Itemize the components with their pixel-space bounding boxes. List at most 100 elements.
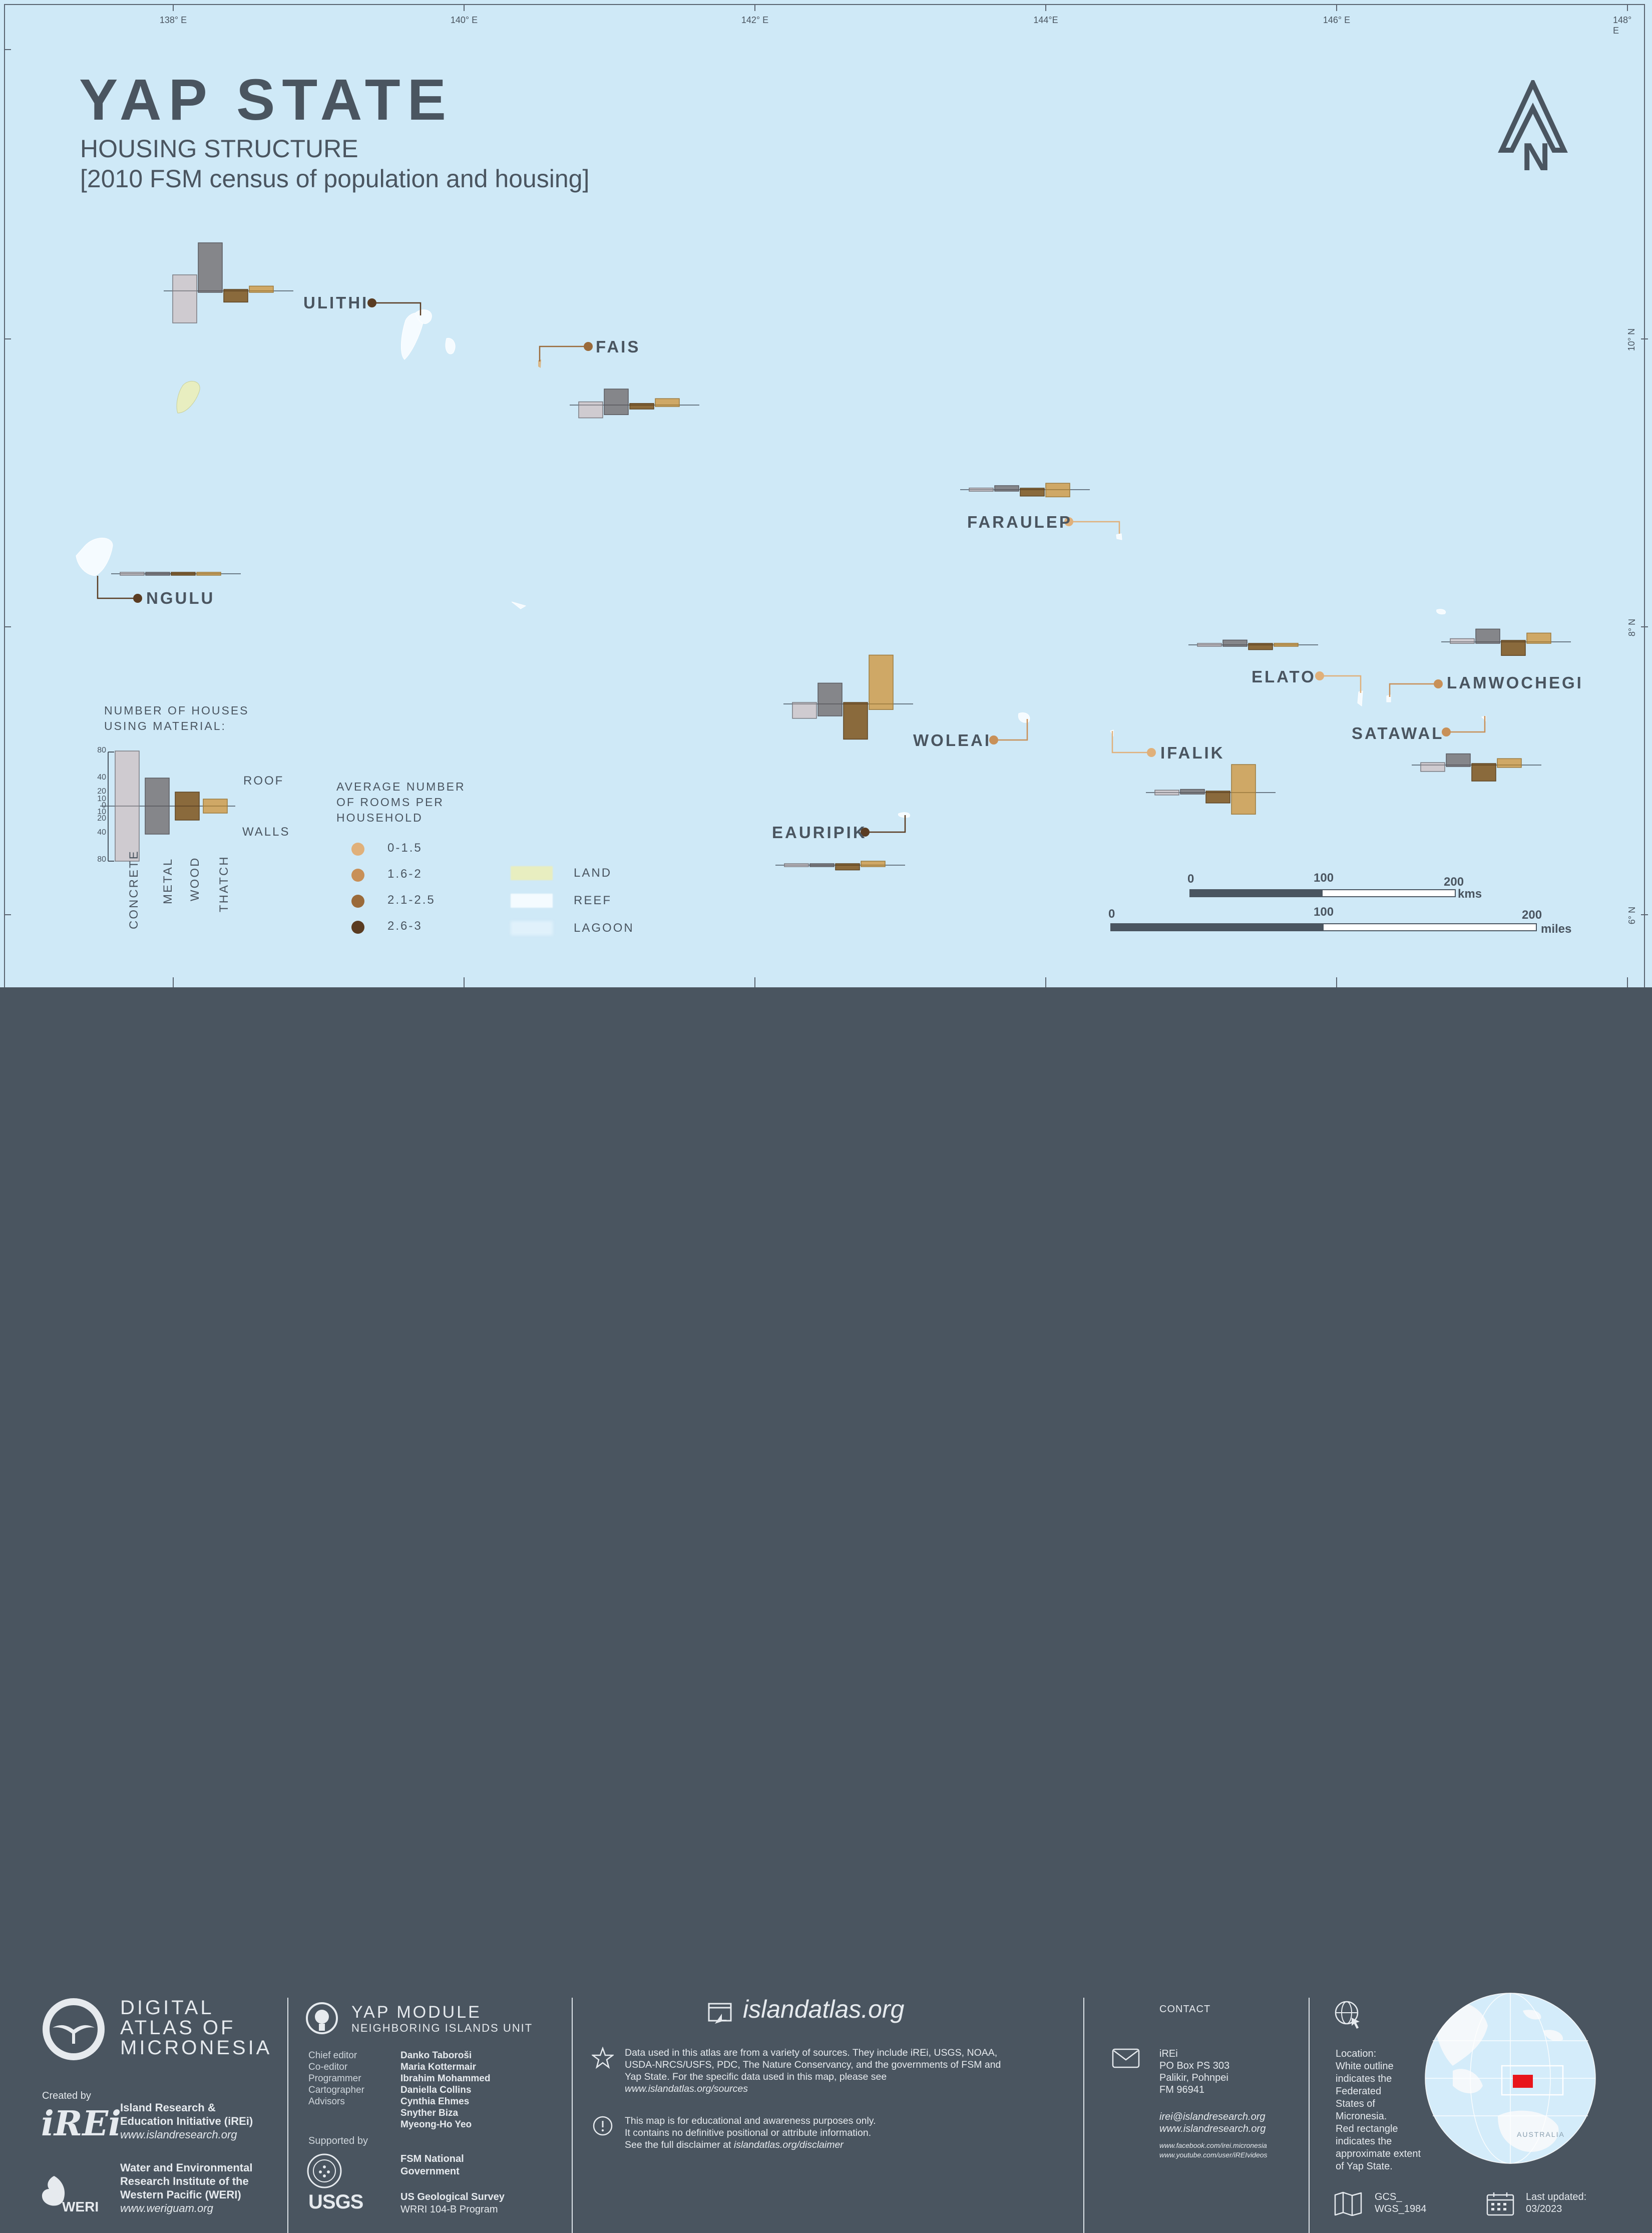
scale-miles-max: 200 bbox=[1522, 908, 1542, 922]
ifalik-concrete-walls-bar bbox=[1154, 792, 1179, 796]
legend-rooms-title-line: AVERAGE NUMBER bbox=[336, 780, 466, 793]
longitude-label: 144°E bbox=[1033, 15, 1058, 25]
facebook-link[interactable]: www.facebook.com/irei.micronesia bbox=[1159, 2141, 1267, 2149]
rooms-dot-woleai bbox=[989, 735, 998, 745]
ngulu-metal-walls-bar bbox=[145, 573, 170, 576]
scale-miles-zero: 0 bbox=[1108, 907, 1115, 921]
rooms-dot-satawal bbox=[1442, 727, 1451, 736]
elato-reef bbox=[1357, 690, 1363, 706]
location-line: indicates the bbox=[1336, 2073, 1392, 2084]
leader-line-ifalik bbox=[1111, 731, 1151, 754]
ngulu-wood-walls-bar bbox=[171, 573, 196, 576]
last-updated: Last updated: 03/2023 bbox=[1526, 2191, 1586, 2215]
faraulep-thatch-roof-bar bbox=[1045, 483, 1070, 490]
leader-line-ngulu bbox=[97, 576, 138, 599]
faraulep-thatch-walls-bar bbox=[1045, 489, 1070, 498]
lon-tick bbox=[754, 977, 755, 987]
faraulep-wood-walls-bar bbox=[1020, 489, 1045, 497]
axis-tick-label: 80 bbox=[97, 855, 106, 864]
atlas-logo-icon bbox=[43, 1998, 105, 2060]
legend-material-chart bbox=[100, 751, 235, 862]
leader-line-faraulep bbox=[1069, 521, 1120, 534]
faraulep-concrete-walls-bar bbox=[969, 489, 994, 492]
projection-text: GCS_ WGS_1984 bbox=[1375, 2191, 1426, 2215]
legend-wood-walls-bar bbox=[175, 806, 200, 821]
rooms-dot-lamwochegi bbox=[1434, 679, 1443, 688]
irei-url[interactable]: www.islandresearch.org bbox=[120, 2128, 237, 2141]
map-title: YAP STATE bbox=[79, 67, 454, 132]
credit-person: Danko Taboroši bbox=[400, 2050, 472, 2061]
rooms-dot-eauripik bbox=[861, 828, 870, 837]
legend-room-class-label: 2.6-3 bbox=[387, 919, 423, 933]
lon-tick bbox=[173, 4, 174, 11]
satawal-metal-roof-bar bbox=[1446, 753, 1471, 766]
legend-rooms-title-line: HOUSEHOLD bbox=[336, 811, 423, 824]
leader-line-fais bbox=[539, 345, 588, 361]
fais-thatch-walls-bar bbox=[655, 405, 680, 407]
disclaimer-line: See the full disclaimer at bbox=[625, 2139, 734, 2150]
legend-thatch-roof-bar bbox=[203, 799, 228, 807]
legend-walls-label: WALLS bbox=[242, 825, 290, 839]
data-sources-note: Data used in this atlas are from a varie… bbox=[625, 2047, 1001, 2095]
eauripik-wood-walls-bar bbox=[835, 865, 860, 871]
map-projection-icon bbox=[1334, 2191, 1362, 2216]
bar-chart-ifalik bbox=[1146, 764, 1276, 815]
longitude-label: 138° E bbox=[159, 15, 187, 25]
legend-metal-roof-bar bbox=[145, 778, 170, 807]
satawal-metal-walls-bar bbox=[1446, 765, 1471, 767]
star-icon bbox=[592, 2047, 614, 2069]
island-label-ngulu: NGULU bbox=[146, 589, 215, 607]
leader-line-lamwochegi bbox=[1389, 683, 1438, 697]
footer-divider bbox=[1309, 1998, 1310, 2233]
rooms-dot-ngulu bbox=[133, 594, 142, 603]
elato-metal-walls-bar bbox=[1222, 644, 1248, 647]
legend-land-label: LAND bbox=[574, 866, 612, 880]
island-label-ifalik: IFALIK bbox=[1160, 743, 1225, 762]
leader-line-elato bbox=[1320, 675, 1362, 693]
lon-tick bbox=[1336, 4, 1337, 11]
weri-url[interactable]: www.weriguam.org bbox=[120, 2202, 213, 2214]
yap-island bbox=[176, 381, 200, 414]
legend-room-dot bbox=[351, 921, 364, 934]
fsm-seal-icon bbox=[307, 2153, 342, 2188]
credit-person: Daniella Collins bbox=[400, 2085, 472, 2095]
footer-divider bbox=[1083, 1998, 1084, 2233]
lamwochegi-concrete-walls-bar bbox=[1450, 641, 1475, 644]
social-links: www.facebook.com/irei.micronesia www.you… bbox=[1159, 2141, 1268, 2160]
legend-room-class-label: 0-1.5 bbox=[387, 841, 423, 855]
bar-chart-ngulu bbox=[111, 572, 241, 576]
website-link[interactable]: islandatlas.org bbox=[743, 1995, 905, 2023]
lat-tick bbox=[4, 49, 11, 50]
youtube-link[interactable]: www.youtube.com/user/iREIvideos bbox=[1159, 2151, 1268, 2159]
ngulu-islet bbox=[511, 601, 527, 609]
elato-concrete-walls-bar bbox=[1197, 644, 1222, 647]
bar-chart-satawal bbox=[1412, 753, 1541, 782]
woleai-concrete-walls-bar bbox=[792, 703, 817, 719]
legend-room-class-label: 1.6-2 bbox=[387, 867, 423, 881]
mail-icon bbox=[1112, 2048, 1140, 2068]
faraulep-metal-walls-bar bbox=[994, 489, 1019, 492]
supported-by-label: Supported by bbox=[308, 2135, 368, 2146]
axis-tick-label: 20 bbox=[97, 787, 106, 796]
contact-email-link[interactable]: irei@islandresearch.org bbox=[1159, 2111, 1266, 2122]
rooms-dot-faraulep bbox=[1064, 517, 1073, 526]
woleai-metal-roof-bar bbox=[817, 682, 843, 704]
credit-person: Myeong-Ho Yeo bbox=[400, 2119, 472, 2130]
location-line: of Yap State. bbox=[1336, 2161, 1393, 2172]
longitude-label: 148° E bbox=[1613, 15, 1632, 36]
contact-web-link[interactable]: www.islandresearch.org bbox=[1159, 2123, 1266, 2134]
longitude-label: 142° E bbox=[741, 15, 769, 25]
rooms-dot-elato bbox=[1315, 671, 1324, 680]
axis-tick-label: 80 bbox=[97, 746, 106, 755]
irei-logo: iREi bbox=[41, 2104, 122, 2144]
scale-miles-unit: miles bbox=[1541, 922, 1572, 936]
contact-line: iREi bbox=[1159, 2048, 1178, 2059]
ngulu-thatch-walls-bar bbox=[196, 573, 221, 576]
scale-km-zero: 0 bbox=[1187, 872, 1194, 886]
north-letter: N bbox=[1522, 135, 1550, 175]
bar-chart-woleai bbox=[783, 654, 913, 740]
sources-link[interactable]: www.islandatlas.org/sources bbox=[625, 2083, 748, 2094]
axis-tick-label: 10 bbox=[97, 795, 106, 803]
disclaimer-link[interactable]: islandatlas.org/disclaimer bbox=[733, 2139, 844, 2150]
lon-tick bbox=[1045, 977, 1046, 987]
